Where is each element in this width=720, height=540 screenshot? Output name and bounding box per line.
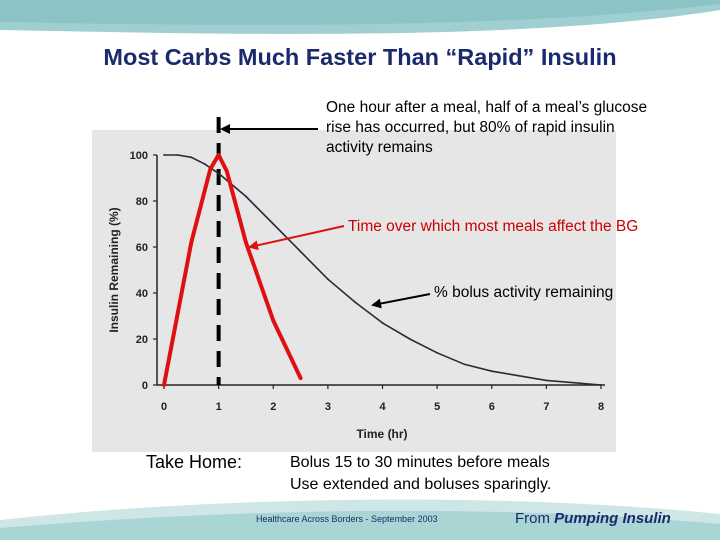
insulin-point [163, 154, 165, 156]
y-tick-label: 0 [142, 380, 148, 392]
meal-annotation: Time over which most meals affect the BG [348, 218, 639, 235]
y-tick-label: 20 [136, 334, 148, 346]
x-tick-label: 1 [216, 401, 222, 413]
take-home-line-2: Use extended and boluses sparingly. [290, 476, 552, 493]
meal-point [271, 319, 275, 323]
meal-point [189, 240, 193, 244]
x-tick-label: 6 [489, 401, 495, 413]
x-tick-label: 4 [379, 401, 386, 413]
insulin-point [381, 322, 384, 324]
x-tick-label: 8 [598, 401, 604, 413]
y-tick-label: 100 [130, 150, 148, 162]
chart-series [162, 117, 602, 387]
insulin-point [190, 156, 193, 159]
x-axis-label: Time (hr) [356, 427, 407, 441]
meal-point [162, 383, 166, 387]
footer-text: Healthcare Across Borders - September 20… [256, 514, 438, 524]
bolus-annotation: % bolus activity remaining [434, 284, 614, 301]
insulin-point [408, 338, 411, 340]
y-tick-label: 60 [136, 242, 148, 254]
insulin-point [600, 384, 602, 386]
bottom-band [0, 499, 720, 540]
meal-point [208, 167, 212, 171]
y-tick-label: 40 [136, 288, 148, 300]
chart-panel [92, 130, 616, 452]
y-axis-label: Insulin Remaining (%) [107, 207, 121, 332]
y-tick-label: 80 [136, 196, 148, 208]
slide-title: Most Carbs Much Faster Than “Rapid” Insu… [103, 44, 617, 70]
chart-axes [156, 155, 605, 386]
x-tick-label: 5 [434, 401, 440, 413]
insulin-point [354, 301, 357, 304]
meal-point [225, 169, 229, 173]
insulin-point [326, 278, 329, 281]
insulin-point [436, 351, 439, 354]
insulin-point [518, 374, 520, 377]
insulin-point [545, 379, 548, 382]
insulin-point [299, 250, 302, 253]
insulin-point [463, 363, 466, 366]
x-tick-label: 7 [543, 401, 549, 413]
meal-point [217, 153, 221, 157]
meal-point [299, 376, 303, 380]
insulin-point [490, 370, 493, 373]
x-tick-label: 0 [161, 401, 167, 413]
insulin-point [176, 154, 179, 156]
source-prefix: From [515, 510, 550, 527]
x-tick-label: 3 [325, 401, 331, 413]
top-band [0, 0, 720, 34]
insulin-point [217, 172, 220, 175]
insulin-point [245, 195, 247, 198]
source-title: Pumping Insulin [554, 510, 671, 527]
insulin-point [572, 381, 575, 384]
arrow-to-meal-curve [248, 225, 345, 251]
source-credit: From Pumping Insulin [515, 510, 671, 527]
insulin-point [204, 163, 206, 166]
insulin-point [272, 223, 275, 225]
take-home-text: Bolus 15 to 30 minutes before meals Use … [290, 452, 551, 496]
y-ticks: 0 20 40 60 80 100 [130, 150, 157, 392]
meal-curve [162, 153, 303, 387]
x-ticks: 0 1 2 3 4 5 6 7 8 [161, 385, 604, 413]
take-home-line-1: Bolus 15 to 30 minutes before meals [290, 454, 550, 471]
take-home-label: Take Home: [146, 452, 243, 472]
top-annotation: One hour after a meal, half of a meal’s … [326, 99, 648, 156]
arrow-to-insulin-curve [371, 293, 431, 309]
x-tick-label: 2 [270, 401, 276, 413]
meal-point [244, 240, 248, 244]
